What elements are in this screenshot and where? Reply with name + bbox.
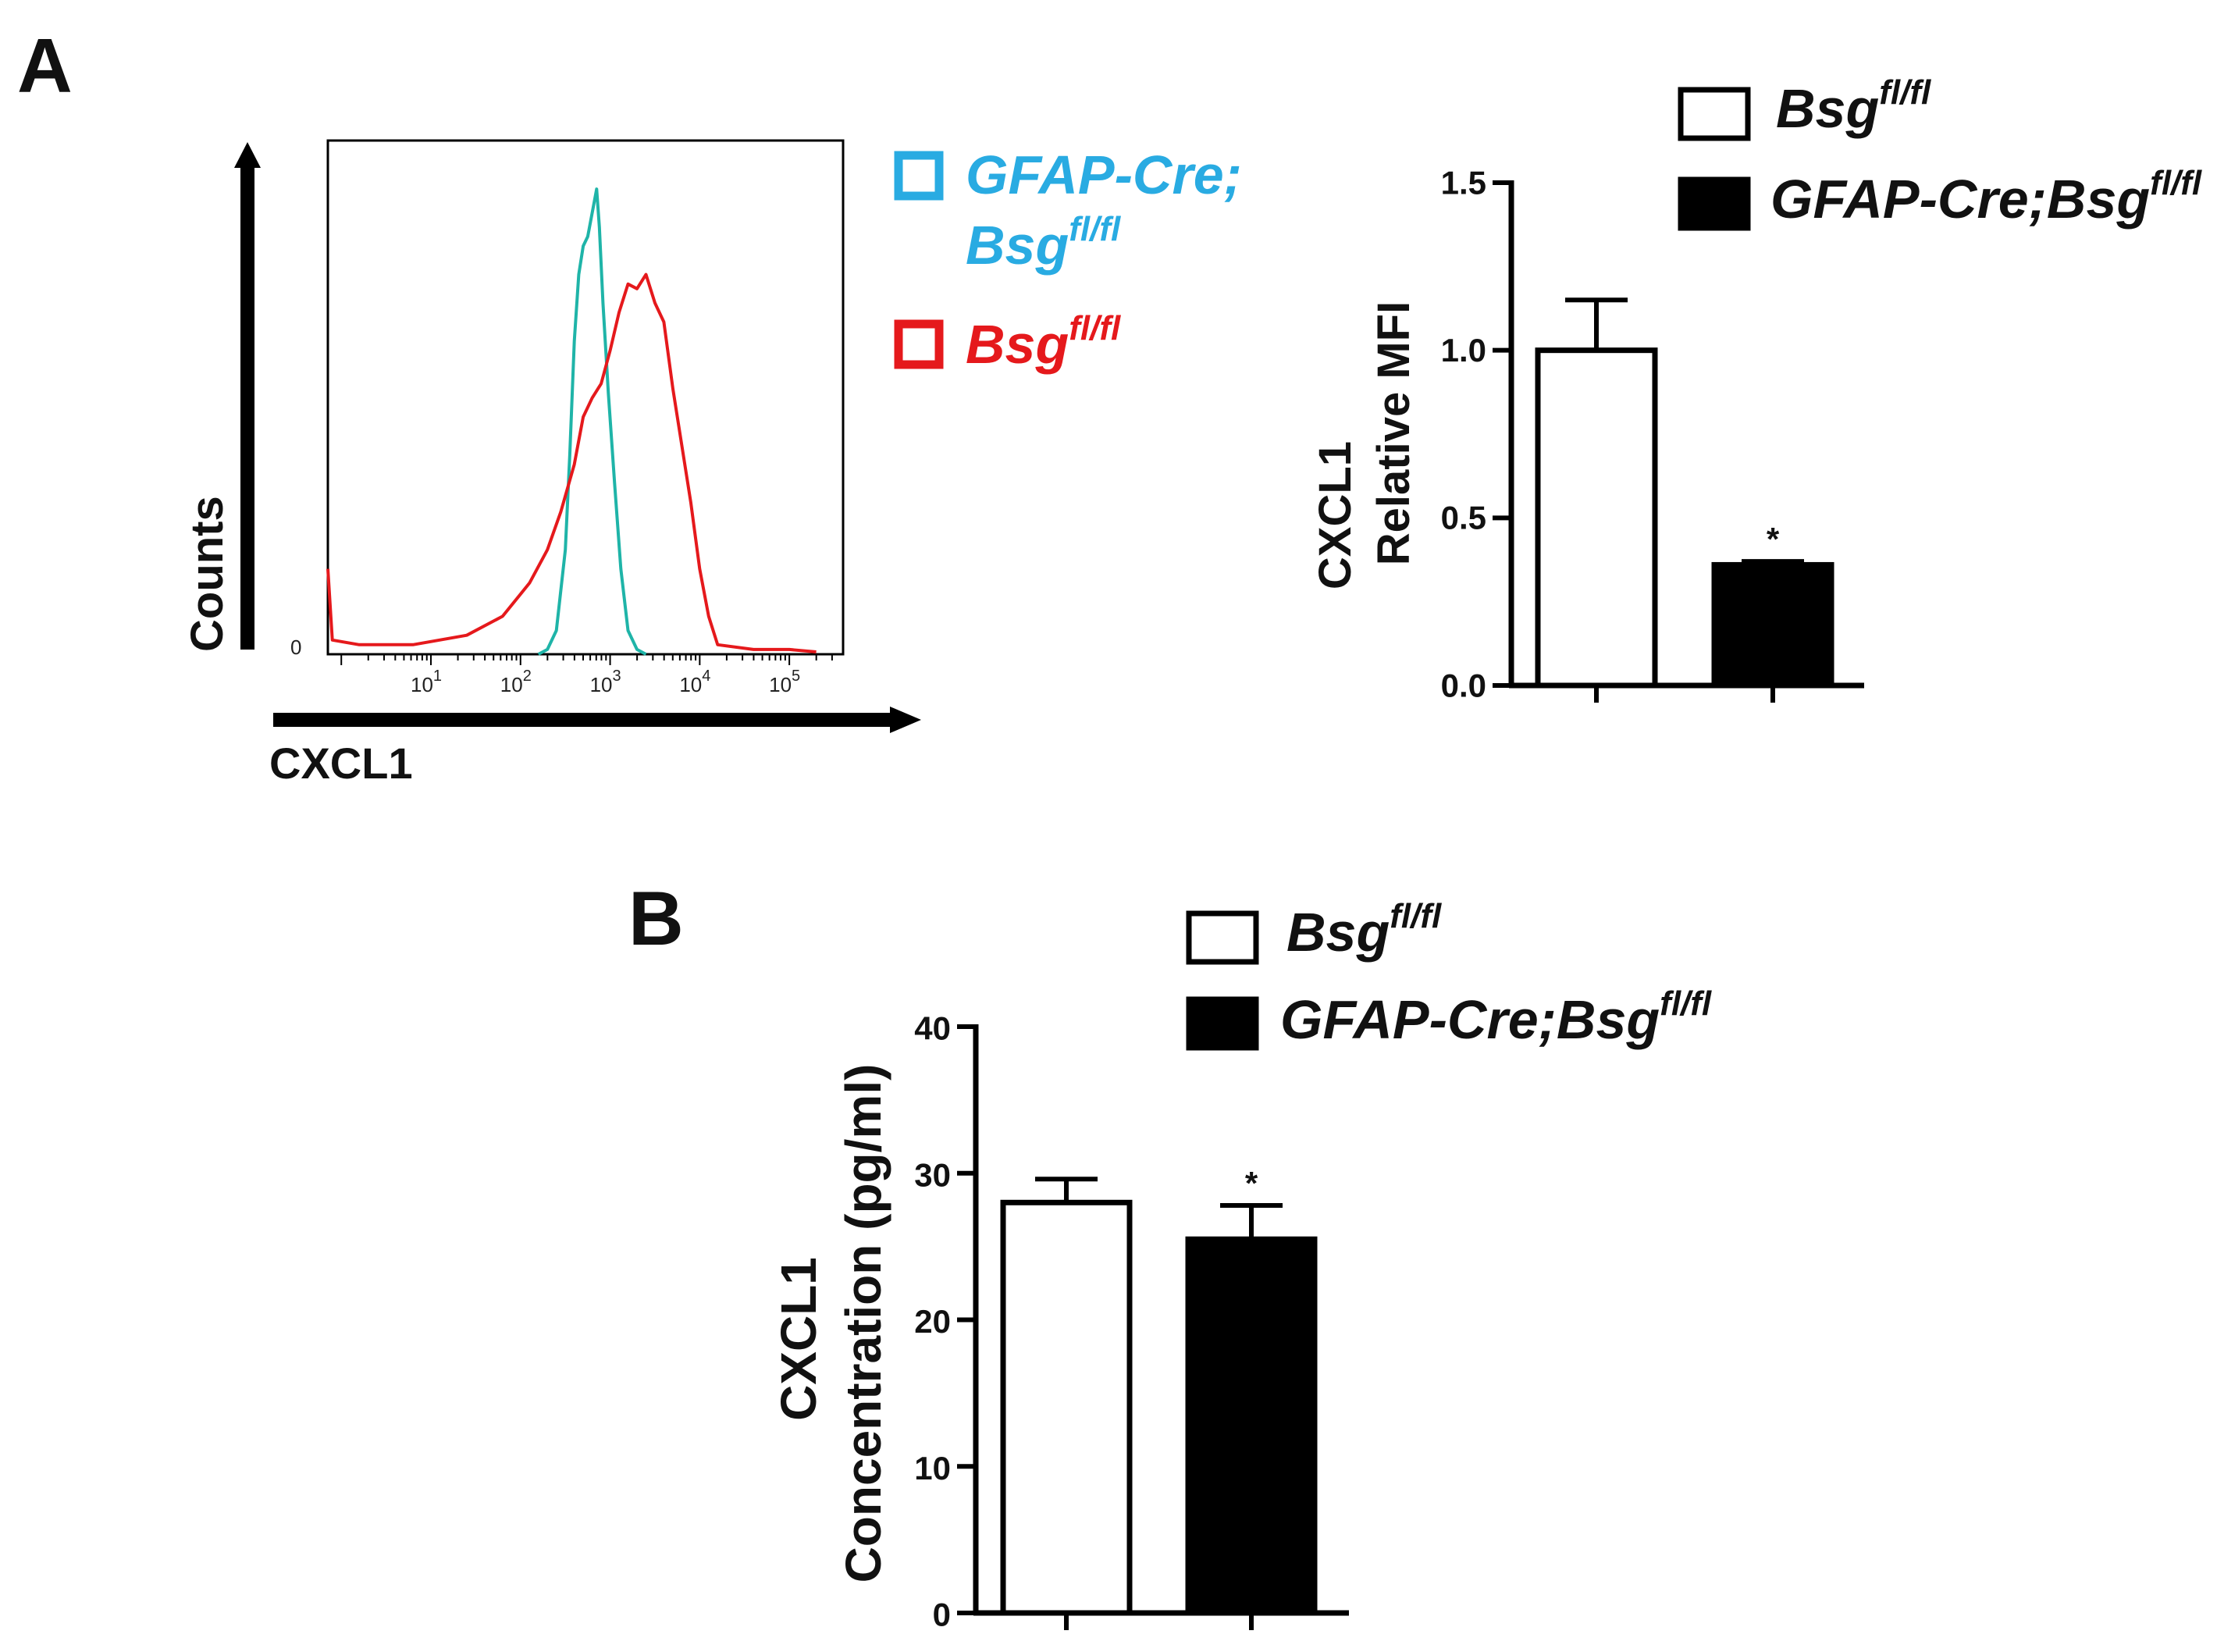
mfi-legend-label-gfap: GFAP-Cre;Bsgfl/fl: [1770, 164, 2202, 230]
cxcl1-arrow-head: [890, 707, 921, 733]
legend-label-bsg: Bsgfl/fl: [966, 309, 1121, 375]
histogram-legend: GFAP-Cre; Bsgfl/fl Bsgfl/fl: [894, 144, 1242, 375]
conc-legend-label-gfap: GFAP-Cre;Bsgfl/fl: [1280, 984, 1712, 1050]
mfi-y-tick-label: 0.5: [1441, 500, 1486, 536]
mfi-legend-marker-gfap: [1678, 176, 1751, 231]
histogram-y-tick-0: 0: [290, 636, 301, 659]
legend-label-gfap-cre-line2: Bsgfl/fl: [966, 210, 1121, 276]
conc-y-tick-label: 10: [914, 1450, 951, 1486]
histogram-x-tick-label: 104: [679, 668, 710, 696]
conc-y-tick-label: 40: [914, 1010, 951, 1047]
panel-label-b: B: [628, 875, 684, 961]
mfi-bar-chart: CXCL1 Relative MFI 0.0 0.5 1.0 1.5 *: [1310, 164, 1864, 703]
histogram-x-tick-label: 102: [500, 668, 532, 696]
legend-label-gfap-cre: GFAP-Cre;: [966, 144, 1242, 205]
mfi-significance-marker: *: [1767, 521, 1780, 557]
mfi-legend-marker-bsg: [1678, 87, 1751, 141]
conc-legend-marker-bsg: [1186, 910, 1259, 965]
conc-legend-marker-gfap: [1186, 996, 1259, 1051]
panel-label-a: A: [17, 23, 73, 109]
counts-axis-title: Counts: [182, 496, 233, 652]
histogram-frame: [326, 139, 845, 656]
legend-marker-bsg: [894, 319, 944, 369]
mfi-y-tick-label: 0.0: [1441, 667, 1486, 703]
cxcl1-axis-title: CXCL1: [269, 739, 413, 788]
conc-y-tick-label: 30: [914, 1156, 951, 1193]
counts-arrow-head: [234, 142, 261, 168]
mfi-bar-bsg: [1535, 347, 1658, 689]
conc-bar-gfap-cre: [1185, 1236, 1318, 1616]
mfi-y-tick-label: 1.0: [1441, 332, 1486, 368]
conc-legend: Bsgfl/fl GFAP-Cre;Bsgfl/fl: [1186, 897, 1712, 1051]
legend-marker-gfap-cre: [894, 151, 944, 201]
histogram-series-gfap-cre: [537, 187, 647, 656]
mfi-y-tick-label: 1.5: [1441, 164, 1486, 201]
conc-legend-label-bsg: Bsgfl/fl: [1286, 897, 1442, 963]
histogram-x-tick-label: 101: [411, 668, 442, 696]
histogram-series-bsg: [326, 272, 817, 653]
conc-y-tick-label: 0: [933, 1597, 951, 1633]
conc-y-title-line2: Concentration (pg/ml): [835, 1064, 891, 1583]
flow-histogram: Counts 0 CXCL1 101 102 103 104 105: [182, 139, 921, 788]
conc-y-title-line1: CXCL1: [770, 1257, 827, 1421]
histogram-x-tick-label: 103: [590, 668, 621, 696]
conc-bar-bsg: [1000, 1199, 1133, 1616]
conc-y-tick-label: 20: [914, 1303, 951, 1340]
concentration-bar-chart: CXCL1 Concentration (pg/ml) 0 10 20 30 40 *: [770, 1010, 1349, 1633]
mfi-y-title-line2: Relative MFI: [1368, 301, 1419, 565]
conc-significance-marker: *: [1245, 1165, 1258, 1202]
mfi-bar-gfap-cre: [1711, 561, 1834, 689]
mfi-legend: Bsgfl/fl GFAP-Cre;Bsgfl/fl: [1678, 73, 2202, 231]
mfi-y-title-line1: CXCL1: [1310, 441, 1361, 589]
mfi-legend-label-bsg: Bsgfl/fl: [1776, 73, 1931, 139]
histogram-x-tick-label: 105: [769, 668, 800, 696]
